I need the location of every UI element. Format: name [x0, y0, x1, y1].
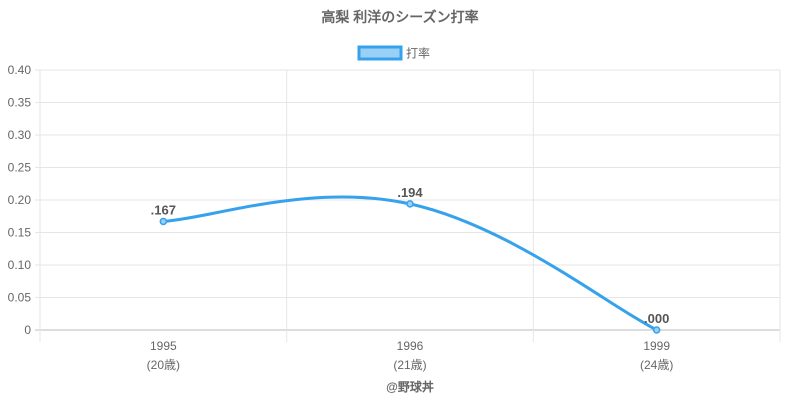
x-tick-label: 1995	[150, 339, 177, 353]
x-tick-label: 1999	[643, 339, 670, 353]
legend-swatch[interactable]	[357, 45, 403, 61]
legend-label[interactable]: 打率	[406, 46, 430, 61]
data-label: .194	[397, 185, 423, 200]
y-tick-label: 0.35	[8, 96, 32, 110]
y-tick-label: 0.30	[8, 128, 32, 142]
data-label: .167	[151, 202, 176, 217]
data-point	[652, 326, 661, 334]
x-tick-label: 1996	[397, 339, 424, 353]
x-tick-sublabel: (21歳)	[393, 358, 426, 372]
x-tick-sublabel: (20歳)	[147, 358, 180, 372]
data-point	[159, 217, 168, 226]
footer-credit: @野球丼	[386, 379, 434, 394]
x-tick-sublabel: (24歳)	[640, 358, 673, 372]
y-tick-label: 0.40	[8, 63, 32, 77]
series-line	[163, 195, 658, 332]
y-tick-label: 0.05	[8, 291, 32, 305]
chart-title: 高梨 利洋のシーズン打率	[321, 9, 478, 25]
y-tick-label: 0.15	[8, 226, 32, 240]
y-tick-label: 0.10	[8, 258, 32, 272]
y-tick-label: 0	[24, 323, 31, 337]
y-tick-label: 0.25	[8, 161, 32, 175]
data-point	[406, 200, 414, 208]
data-label: .000	[644, 311, 669, 326]
y-tick-label: 0.20	[8, 193, 32, 207]
